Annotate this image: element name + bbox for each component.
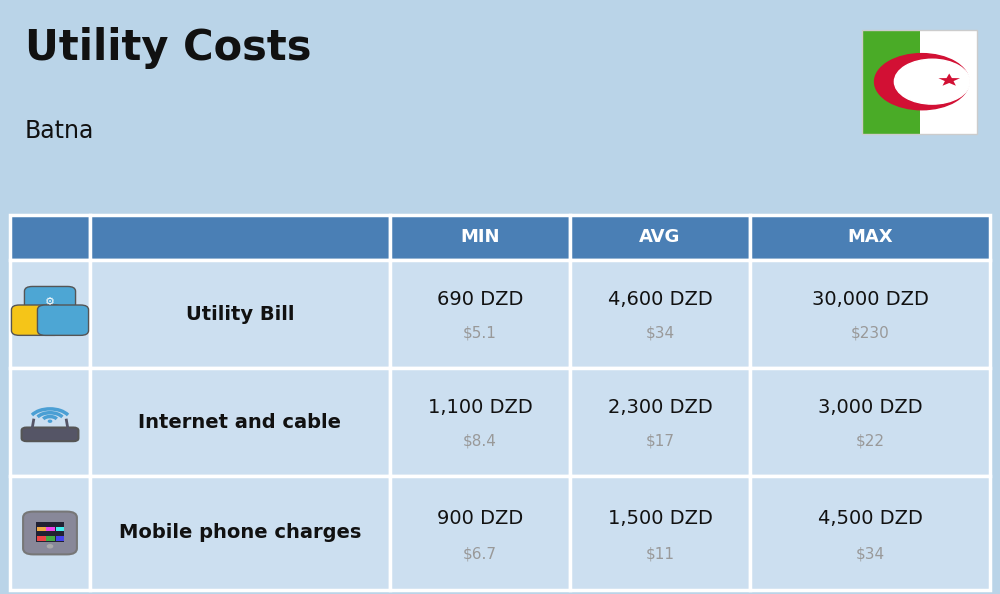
Text: $230: $230 (851, 326, 889, 341)
FancyBboxPatch shape (11, 305, 63, 336)
Text: $5.1: $5.1 (463, 326, 497, 341)
Circle shape (875, 53, 969, 110)
Bar (390, 215, 570, 260)
Text: 900 DZD: 900 DZD (437, 508, 523, 527)
Bar (10, 260, 90, 368)
Text: MIN: MIN (460, 229, 500, 247)
Text: ⚙: ⚙ (45, 296, 55, 307)
Circle shape (47, 545, 53, 548)
Bar (750, 215, 990, 260)
Text: $22: $22 (856, 434, 885, 449)
FancyBboxPatch shape (37, 305, 89, 336)
Text: Mobile phone charges: Mobile phone charges (119, 523, 361, 542)
FancyBboxPatch shape (24, 286, 76, 317)
Bar (56, 536, 64, 541)
Circle shape (894, 59, 970, 104)
Text: Internet and cable: Internet and cable (138, 412, 342, 431)
Text: $6.7: $6.7 (463, 546, 497, 561)
Bar (10, 215, 90, 260)
Text: $34: $34 (855, 546, 885, 561)
Bar (10, 368, 90, 476)
Bar (36, 522, 64, 542)
Bar (56, 527, 64, 532)
FancyBboxPatch shape (22, 428, 78, 441)
Text: $17: $17 (645, 434, 674, 449)
Text: MAX: MAX (847, 229, 893, 247)
Text: Utility Costs: Utility Costs (25, 27, 312, 69)
Bar (46, 536, 55, 541)
Bar (862, 30, 920, 134)
Bar (37, 536, 46, 541)
Circle shape (48, 421, 52, 422)
Text: $11: $11 (645, 546, 674, 561)
Bar (90, 215, 390, 260)
Text: 4,600 DZD: 4,600 DZD (608, 290, 712, 309)
Text: AVG: AVG (639, 229, 681, 247)
Text: $34: $34 (645, 326, 675, 341)
Bar (10, 476, 90, 590)
Text: 690 DZD: 690 DZD (437, 290, 523, 309)
Bar (920, 30, 977, 134)
Text: 3,000 DZD: 3,000 DZD (818, 399, 922, 418)
Text: $8.4: $8.4 (463, 434, 497, 449)
FancyBboxPatch shape (23, 511, 77, 554)
Text: 1,100 DZD: 1,100 DZD (428, 399, 532, 418)
PathPatch shape (938, 74, 960, 86)
Bar (37, 527, 46, 532)
Text: 1,500 DZD: 1,500 DZD (608, 508, 712, 527)
Text: 2,300 DZD: 2,300 DZD (608, 399, 712, 418)
Text: Batna: Batna (25, 119, 94, 143)
Bar (46, 527, 55, 532)
Text: Utility Bill: Utility Bill (186, 305, 294, 324)
Text: 4,500 DZD: 4,500 DZD (818, 508, 922, 527)
Text: 30,000 DZD: 30,000 DZD (812, 290, 928, 309)
Bar (570, 215, 750, 260)
